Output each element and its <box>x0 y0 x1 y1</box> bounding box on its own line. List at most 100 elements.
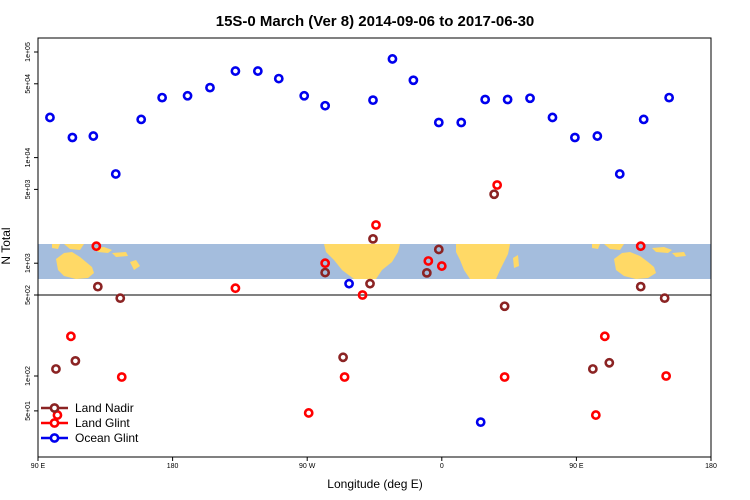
land-shape <box>652 247 672 253</box>
land-shape <box>604 244 624 250</box>
x-tick-label: 180 <box>167 463 179 470</box>
chart-title: 15S-0 March (Ver 8) 2014-09-06 to 2017-0… <box>216 13 535 30</box>
ocean-glint-point <box>570 132 580 143</box>
legend-marker <box>49 433 60 443</box>
x-tick-label: 90 W <box>299 463 316 470</box>
land-shape <box>130 260 140 270</box>
south-america-shape <box>324 244 400 279</box>
madagascar-shape <box>513 255 519 268</box>
australia-shape-right <box>614 252 656 279</box>
legend-marker <box>49 418 60 428</box>
land-nadir-point <box>659 293 670 304</box>
land-glint-point <box>423 256 434 266</box>
land-glint-point <box>230 283 241 294</box>
land-glint-point <box>303 408 314 418</box>
ocean-glint-point <box>475 417 486 428</box>
x-axis: 90 E 180 90 W 0 90 E 180 <box>31 457 717 470</box>
ocean-glint-point <box>88 131 99 141</box>
land-glint-point <box>91 241 102 252</box>
land-glint-point <box>635 241 646 252</box>
y-tick-label: 1e+05 <box>25 42 32 62</box>
ocean-glint-point <box>136 114 147 125</box>
land-glint-point <box>320 258 331 269</box>
ocean-glint-point <box>252 66 263 76</box>
land-shape <box>112 252 128 257</box>
x-axis-label: Longitude (deg E) <box>327 477 422 491</box>
land-glint-point <box>66 331 76 342</box>
ocean-glint-point <box>592 131 603 141</box>
ocean-glint-point <box>67 132 78 143</box>
land-shape <box>592 244 600 249</box>
land-nadir-point <box>338 352 348 363</box>
ocean-glint-point <box>502 94 513 105</box>
land-glint-point <box>499 372 510 382</box>
y-tick-label: 5e+02 <box>25 285 32 305</box>
australia-shape-left <box>56 252 94 279</box>
land-nadir-point <box>587 364 598 374</box>
y-axis: 5e+02 1e+03 5e+03 1e+04 5e+04 1e+05 5e+01 1e+02 <box>25 42 38 421</box>
land-nadir-point <box>421 267 432 278</box>
land-nadir-point <box>51 364 61 374</box>
legend-label: Ocean Glint <box>75 431 139 445</box>
africa-shape <box>456 244 510 279</box>
land-nadir-point <box>604 357 615 368</box>
ocean-glint-point <box>638 114 649 125</box>
y-tick-label: 1e+04 <box>25 148 32 168</box>
ocean-glint-point <box>480 94 491 105</box>
x-tick-label: 180 <box>705 463 717 470</box>
y-tick-label: 5e+04 <box>25 74 32 94</box>
ocean-glint-point <box>230 66 241 76</box>
land-shape <box>672 252 686 257</box>
ocean-glint-point <box>387 54 398 64</box>
land-nadir-point <box>499 301 510 312</box>
y-tick-label: 5e+01 <box>25 401 32 421</box>
ocean-glint-point <box>664 92 675 103</box>
ocean-glint-point <box>182 90 193 101</box>
ocean-glint-point <box>157 92 168 103</box>
ocean-glint-point <box>320 100 331 111</box>
land-nadir-point <box>489 189 500 200</box>
land-glint-point <box>371 220 381 230</box>
land-glint-point <box>116 372 127 382</box>
ocean-glint-point <box>456 117 467 128</box>
ocean-glint-point <box>299 90 310 101</box>
land-glint-point <box>339 372 350 382</box>
data-points <box>45 54 675 428</box>
ocean-glint-point <box>45 112 55 123</box>
legend-marker <box>49 403 60 413</box>
ocean-glint-point <box>344 278 354 289</box>
y-tick-label: 1e+03 <box>25 253 32 273</box>
land-shape <box>52 244 60 249</box>
land-glint-point <box>599 331 610 342</box>
legend-label: Land Glint <box>75 416 130 430</box>
ocean-glint-point <box>547 112 558 123</box>
land-nadir-point <box>70 355 81 366</box>
ocean-glint-point <box>273 73 284 84</box>
land-shape <box>64 244 84 250</box>
land-glint-point <box>661 371 672 381</box>
y-tick-label: 1e+02 <box>25 366 32 386</box>
land-nadir-point <box>433 244 444 255</box>
land-glint-point <box>590 410 601 420</box>
land-nadir-point <box>92 281 103 292</box>
ocean-glint-point <box>110 169 121 179</box>
plot-frame <box>37 37 712 458</box>
ocean-glint-point <box>525 93 535 104</box>
legend-label: Land Nadir <box>75 401 134 415</box>
ocean-glint-point <box>205 82 215 93</box>
x-tick-label: 90 E <box>569 463 584 470</box>
y-tick-label: 5e+03 <box>25 179 32 199</box>
ocean-glint-point <box>368 95 378 106</box>
land-glint-point <box>357 290 368 300</box>
land-glint-point <box>436 261 447 271</box>
ocean-glint-point <box>408 75 419 86</box>
land-glint-point <box>492 180 503 190</box>
ocean-glint-point <box>614 169 625 179</box>
land-nadir-point <box>320 267 331 278</box>
land-nadir-point <box>635 281 646 292</box>
land-nadir-point <box>115 293 126 304</box>
world-map-band <box>38 244 711 279</box>
y-axis-label: N Total <box>0 227 13 264</box>
